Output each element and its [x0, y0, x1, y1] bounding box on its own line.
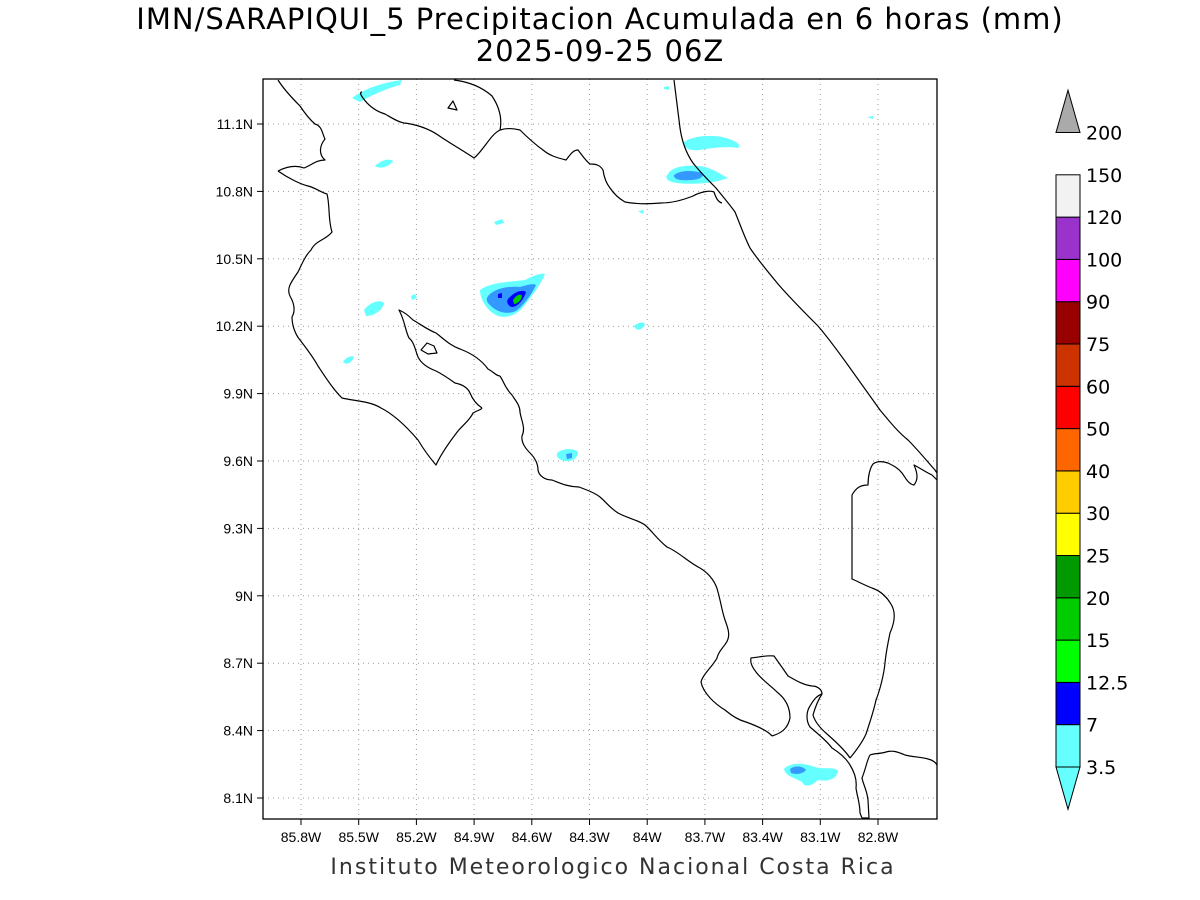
map-date: 2025-09-25 06Z	[475, 34, 725, 68]
caribbean-coastline	[673, 79, 938, 474]
colorbar: 3.5 7 12.5 15 20 25 30 40 50 60 75 90 100 120 150 200	[1055, 88, 1128, 812]
precip-blob	[375, 159, 393, 168]
lon-tick-label: 85.5W	[338, 829, 379, 845]
precip-blob	[790, 766, 806, 774]
colorbar-bottom-triangle	[1055, 766, 1081, 812]
costa-rica-nicaragua-border	[277, 170, 483, 466]
precip-blob	[673, 170, 703, 181]
precip-blob	[513, 294, 522, 304]
colorbar-level-label: 15	[1086, 630, 1110, 652]
colorbar-swatch	[1055, 258, 1081, 303]
latitude-axis: 11.1N 10.8N 10.5N 10.2N 9.9N 9.6N 9.3N 9N 8.7N 8.…	[216, 116, 263, 806]
lon-tick-label: 84.9W	[454, 829, 495, 845]
colorbar-swatch	[1055, 555, 1081, 599]
nicoya-gulf-coast	[398, 309, 501, 409]
precip-blob	[411, 294, 417, 300]
lon-tick-label: 84W	[633, 829, 663, 845]
lon-tick-label: 85.2W	[396, 829, 437, 845]
nicaragua-caribbean-lake-shore	[360, 91, 723, 205]
nicaragua-coastline	[277, 79, 326, 172]
precip-blob	[638, 210, 644, 214]
lon-tick-label: 82.8W	[858, 829, 899, 845]
colorbar-level-label: 120	[1086, 207, 1122, 229]
lat-tick-label: 10.8N	[216, 183, 253, 199]
colorbar-level-label: 90	[1086, 292, 1110, 314]
lat-tick-label: 8.4N	[223, 723, 253, 739]
colorbar-level-label: 60	[1086, 376, 1110, 398]
colorbar-swatch	[1055, 724, 1081, 768]
pacific-coast-central	[499, 375, 773, 737]
precip-blob	[634, 322, 645, 330]
precip-blob	[498, 293, 502, 298]
colorbar-swatch	[1055, 681, 1081, 726]
gridlines	[263, 79, 937, 819]
lat-tick-label: 11.1N	[217, 116, 253, 132]
lon-tick-label: 84.6W	[512, 829, 553, 845]
lon-tick-label: 84.3W	[569, 829, 610, 845]
colorbar-top-triangle	[1055, 88, 1081, 133]
lat-tick-label: 10.5N	[216, 251, 253, 267]
colorbar-level-label: 7	[1086, 715, 1098, 737]
gulf-island	[420, 342, 438, 355]
colorbar-swatch	[1055, 301, 1081, 345]
colorbar-swatch	[1055, 597, 1081, 641]
lon-tick-label: 85.8W	[281, 829, 322, 845]
precip-blob	[364, 301, 384, 316]
lat-tick-label: 8.1N	[223, 790, 253, 806]
map-panel	[262, 78, 938, 820]
precip-blob	[867, 116, 874, 119]
colorbar-level-label: 20	[1086, 588, 1110, 610]
precip-blob	[494, 219, 504, 225]
map-frame	[262, 78, 938, 820]
north-caribbean-shore	[453, 79, 502, 131]
precipitation-areas	[343, 80, 874, 786]
colorbar-level-label: 75	[1086, 334, 1110, 356]
lat-tick-label: 9N	[235, 588, 253, 604]
precip-blob	[343, 356, 354, 364]
longitude-axis: 85.8W 85.5W 85.2W 84.9W 84.6W 84.3W 84W 83.7W 83…	[281, 819, 899, 845]
colorbar-level-label: 30	[1086, 503, 1110, 525]
panama-border	[849, 461, 938, 759]
colorbar-level-label: 3.5	[1086, 757, 1116, 779]
colorbar-level-label: 150	[1086, 165, 1122, 187]
credit-text: Instituto Meteorologico Nacional Costa R…	[330, 855, 896, 880]
map-title: IMN/SARAPIQUI_5 Precipitacion Acumulada …	[136, 2, 1064, 36]
colorbar-swatch	[1055, 639, 1081, 683]
colorbar-swatch	[1055, 174, 1081, 218]
colorbar-level-label: 25	[1086, 546, 1110, 568]
lat-tick-label: 9.3N	[223, 520, 253, 536]
precip-blob	[352, 80, 402, 102]
colorbar-swatch	[1055, 216, 1081, 260]
colorbar-swatch	[1055, 385, 1081, 430]
golfo-dulce-inner-coast	[812, 693, 851, 759]
lat-tick-label: 10.2N	[216, 318, 253, 334]
colorbar-level-label: 12.5	[1086, 672, 1128, 694]
lon-tick-label: 83.7W	[685, 829, 726, 845]
lat-tick-label: 9.6N	[223, 453, 253, 469]
lat-tick-label: 9.9N	[223, 386, 253, 402]
osa-peninsula-coast	[750, 655, 938, 819]
colorbar-level-label: 40	[1086, 461, 1110, 483]
lon-tick-label: 83.4W	[742, 829, 783, 845]
colorbar-swatch	[1055, 470, 1081, 514]
lon-tick-label: 83.1W	[800, 829, 841, 845]
map-frame-bg	[263, 79, 937, 819]
lat-tick-label: 8.7N	[223, 655, 253, 671]
coastlines-and-borders	[277, 79, 938, 819]
precip-blob	[683, 135, 740, 151]
colorbar-swatch	[1055, 428, 1081, 472]
san-juan-island	[447, 100, 458, 111]
colorbar-level-label: 200	[1086, 123, 1122, 145]
colorbar-level-label: 50	[1086, 419, 1110, 441]
colorbar-swatch	[1055, 512, 1081, 557]
precip-blob	[566, 453, 572, 459]
precip-blob	[664, 86, 669, 90]
colorbar-swatch	[1055, 343, 1081, 387]
colorbar-level-label: 100	[1086, 249, 1122, 271]
